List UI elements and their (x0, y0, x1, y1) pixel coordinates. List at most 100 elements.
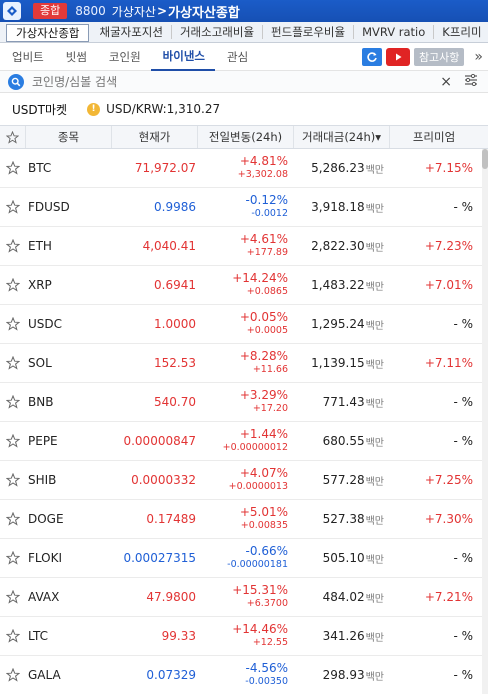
exchange-tab-2[interactable]: 코인원 (108, 50, 141, 64)
current-price: 0.07329 (146, 668, 196, 682)
filter-settings-icon[interactable] (464, 73, 478, 89)
premium-column-header[interactable]: 프리미엄 (412, 130, 456, 144)
favorite-star-icon[interactable] (0, 500, 26, 538)
coin-symbol: ETH (28, 239, 52, 253)
favorite-star-icon[interactable] (0, 617, 26, 655)
volume-value: 2,822.30 (311, 239, 365, 253)
table-row[interactable]: SHIB 0.0000332 +4.07% +0.0000013 577.28 백만 +7.… (0, 461, 482, 500)
change-amount: +0.0005 (246, 325, 288, 336)
table-row[interactable]: BTC 71,972.07 +4.81% +3,302.08 5,286.23 백만 +7.… (0, 149, 482, 188)
favorite-star-icon[interactable] (0, 305, 26, 343)
tab-2[interactable]: 거래소고래비율 (172, 25, 264, 39)
tab-1[interactable]: 채굴자포지션 (91, 25, 172, 39)
table-row[interactable]: FLOKI 0.00027315 -0.66% -0.00000181 505.10 백만… (0, 539, 482, 578)
change-24h: +15.31% +6.3700 (198, 578, 294, 616)
favorite-star-icon[interactable] (0, 227, 26, 265)
change-24h: -0.12% -0.0012 (198, 188, 294, 226)
coin-symbol: DOGE (28, 512, 64, 526)
premium-value: - % (453, 629, 473, 643)
change-24h: +4.61% +177.89 (198, 227, 294, 265)
exchange-tab-4[interactable]: 관심 (227, 50, 249, 64)
premium-value: - % (453, 200, 473, 214)
market-name[interactable]: USDT마켓 (12, 102, 68, 117)
volume-unit: 백만 (365, 164, 384, 176)
scrollbar-thumb[interactable] (482, 149, 488, 169)
premium-value: - % (453, 395, 473, 409)
volume-unit: 백만 (365, 359, 384, 371)
clear-search-button[interactable]: × (440, 73, 452, 90)
exchange-tab-0[interactable]: 업비트 (12, 50, 44, 64)
favorite-star-icon[interactable] (0, 578, 26, 616)
screen-code: 8800 (75, 4, 106, 18)
change-amount: +6.3700 (246, 598, 288, 609)
screen-category-badge[interactable]: 종합 (33, 3, 68, 19)
current-price: 152.53 (154, 356, 196, 370)
favorite-star-icon[interactable] (0, 344, 26, 382)
table-row[interactable]: AVAX 47.9800 +15.31% +6.3700 484.02 백만 +7.21% (0, 578, 482, 617)
current-price: 0.00027315 (123, 551, 196, 565)
favorite-star-icon[interactable] (0, 539, 26, 577)
volume-value: 577.28 (322, 473, 365, 487)
change-amount: +3,302.08 (237, 169, 288, 180)
exchange-tab-3[interactable]: 바이낸스 (150, 43, 215, 71)
table-row[interactable]: LTC 99.33 +14.46% +12.55 341.26 백만 - % (0, 617, 482, 656)
table-row[interactable]: USDC 1.0000 +0.05% +0.0005 1,295.24 백만 - % (0, 305, 482, 344)
favorite-star-icon[interactable] (0, 266, 26, 304)
change-24h: +1.44% +0.00000012 (198, 422, 294, 460)
volume-unit: 백만 (365, 320, 384, 332)
table-row[interactable]: GALA 0.07329 -4.56% -0.00350 298.93 백만 - % (0, 656, 482, 694)
tab-5[interactable]: K프리미 (434, 25, 488, 39)
coin-symbol: PEPE (28, 434, 58, 448)
change-amount: +0.00000012 (222, 442, 288, 453)
volume-value: 527.38 (322, 512, 365, 526)
coin-symbol: LTC (28, 629, 49, 643)
search-icon[interactable] (8, 73, 24, 90)
table-row[interactable]: XRP 0.6941 +14.24% +0.0865 1,483.22 백만 +7.01% (0, 266, 482, 305)
change-percent: +1.44% (239, 427, 288, 441)
change-percent: -0.66% (245, 544, 288, 558)
table-row[interactable]: SOL 152.53 +8.28% +11.66 1,139.15 백만 +7.11% (0, 344, 482, 383)
youtube-button[interactable] (385, 47, 410, 66)
favorite-star-icon[interactable] (0, 461, 26, 499)
current-price: 4,040.41 (142, 239, 196, 253)
table-header: 종목 현재가 전일변동(24h) 거래대금(24h)▾ 프리미엄 (0, 125, 488, 149)
table-row[interactable]: ETH 4,040.41 +4.61% +177.89 2,822.30 백만 +7.23% (0, 227, 482, 266)
volume-unit: 백만 (365, 398, 384, 410)
current-price: 47.9800 (146, 590, 196, 604)
table-row[interactable]: BNB 540.70 +3.29% +17.20 771.43 백만 - % (0, 383, 482, 422)
change-amount: -0.0012 (251, 208, 288, 219)
change-amount: +17.20 (252, 403, 288, 414)
change-amount: -0.00000181 (227, 559, 288, 570)
change-column-header[interactable]: 전일변동(24h) (198, 126, 294, 148)
refresh-button[interactable] (361, 47, 382, 66)
volume-column-header[interactable]: 거래대금(24h)▾ (294, 126, 390, 148)
search-input[interactable] (32, 74, 441, 89)
volume-unit: 백만 (365, 515, 384, 527)
table-row[interactable]: FDUSD 0.9986 -0.12% -0.0012 3,918.18 백만 - % (0, 188, 482, 227)
more-tabs-button[interactable]: » (474, 48, 482, 65)
current-price: 540.70 (154, 395, 196, 409)
volume-24h: 505.10 백만 (294, 539, 390, 577)
price-column-header[interactable]: 현재가 (112, 126, 198, 148)
favorite-star-icon[interactable] (0, 149, 26, 187)
favorite-header[interactable] (0, 126, 26, 148)
notes-button[interactable]: 참고사항 (413, 47, 465, 66)
favorite-star-icon[interactable] (0, 656, 26, 694)
volume-unit: 백만 (365, 281, 384, 293)
tab-4[interactable]: MVRV ratio (354, 25, 435, 39)
table-row[interactable]: DOGE 0.17489 +5.01% +0.00835 527.38 백만 +7.30% (0, 500, 482, 539)
screen-path: 가상자산 (111, 4, 156, 19)
favorite-star-icon[interactable] (0, 383, 26, 421)
favorite-star-icon[interactable] (0, 422, 26, 460)
tab-0[interactable]: 가상자산종합 (6, 24, 90, 42)
tab-3[interactable]: 펀드플로우비율 (263, 25, 355, 39)
table-row[interactable]: PEPE 0.00000847 +1.44% +0.00000012 680.55 백만 -… (0, 422, 482, 461)
name-column-header[interactable]: 종목 (26, 126, 112, 148)
favorite-star-icon[interactable] (0, 188, 26, 226)
table-scrollbar[interactable] (482, 149, 488, 694)
exchange-tab-1[interactable]: 빗썸 (65, 50, 87, 64)
current-price: 0.6941 (154, 278, 196, 292)
volume-24h: 527.38 백만 (294, 500, 390, 538)
volume-unit: 백만 (365, 242, 384, 254)
current-price: 0.0000332 (131, 473, 196, 487)
